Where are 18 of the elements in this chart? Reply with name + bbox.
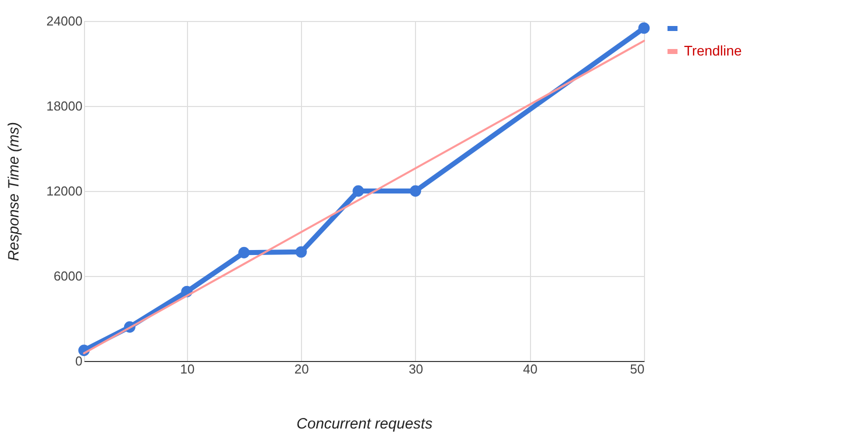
y-tick-label: 12000	[46, 184, 82, 198]
point	[238, 246, 250, 258]
x-tick-label: 30	[408, 362, 424, 376]
x-tick-label: 40	[522, 362, 538, 376]
x-axis-title: Concurrent requests	[296, 416, 433, 432]
y-tick-label: 24000	[46, 14, 82, 28]
x-tick-label: 20	[294, 362, 309, 376]
y-tick-label: 6000	[54, 268, 82, 284]
point	[638, 22, 650, 34]
y-tick-label: 18000	[46, 98, 82, 114]
y-tick-label: 0	[75, 354, 82, 368]
point	[410, 185, 422, 197]
x-tick-label: 10	[180, 362, 195, 376]
y-axis-title: Response Time (ms)	[5, 122, 22, 262]
legend-label: Trendline	[684, 42, 742, 58]
point	[295, 246, 307, 258]
x-tick-label: 50	[630, 362, 644, 376]
point	[352, 185, 364, 197]
